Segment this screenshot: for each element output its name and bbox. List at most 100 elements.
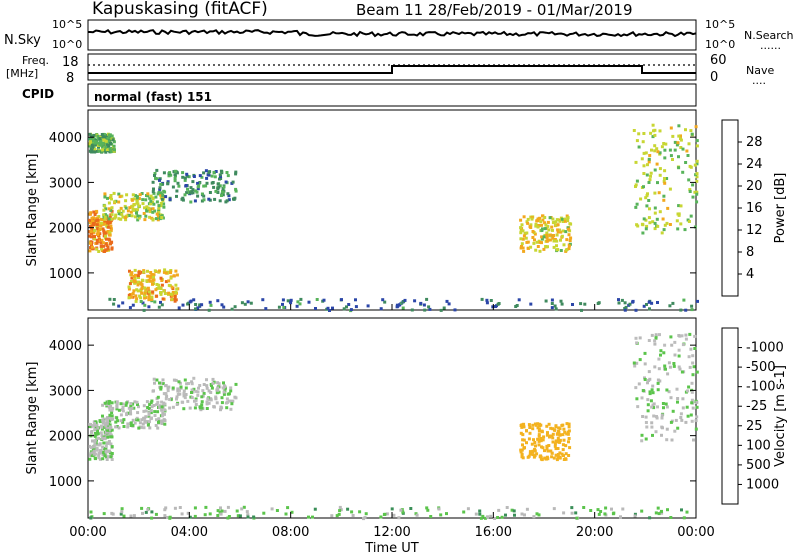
scatter-cell-near-range-band <box>108 297 112 301</box>
scatter-cell-late-high <box>692 438 695 442</box>
scatter-cell-backscatter-c <box>196 393 200 397</box>
scatter-cell-backscatter-c <box>225 406 229 410</box>
scatter-cell-near-range-band <box>207 308 211 312</box>
scatter-cell-backscatter-b <box>125 412 129 416</box>
scatter-cell-backscatter-a <box>94 420 98 424</box>
scatter-cell-backscatter-a <box>104 450 108 454</box>
scatter-cell-late-high <box>669 396 673 400</box>
scatter-cell-evening-streak <box>522 234 526 238</box>
scatter-cell-near-range-band <box>227 515 231 518</box>
scatter-cell-backscatter-b <box>107 207 111 211</box>
scatter-cell-backscatter-b <box>108 413 112 417</box>
scatter-cell-near-range-band <box>442 306 446 310</box>
scatter-cell-far-range-early <box>102 138 106 142</box>
scatter-cell-evening-streak <box>541 438 545 442</box>
scatter-cell-backscatter-c <box>219 177 223 180</box>
scatter-cell-near-range-band <box>497 508 501 512</box>
scatter-cell-late-high <box>648 390 652 394</box>
scatter-cell-late-high <box>648 392 652 396</box>
scatter-cell-late-high <box>688 188 692 192</box>
x-tick-label: 16:00 <box>475 525 512 540</box>
scatter-cell-late-high <box>684 420 688 424</box>
scatter-cell-late-high <box>655 415 658 418</box>
scatter-cell-backscatter-a <box>105 237 108 241</box>
scatter-cell-far-range-early <box>101 142 105 146</box>
scatter-cell-backscatter-b <box>163 408 167 412</box>
scatter-cell-near-range-band <box>537 513 541 517</box>
scatter-cell-late-high <box>642 217 646 221</box>
scatter-cell-late-high <box>651 433 654 437</box>
scatter-cell-near-range-band <box>645 303 648 306</box>
scatter-cell-late-high <box>679 222 683 226</box>
scatter-cell-near-range-band <box>189 299 193 303</box>
scatter-cell-evening-streak <box>531 423 535 427</box>
scatter-cell-near-range-band <box>685 510 689 514</box>
scatter-cell-evening-streak <box>556 436 560 440</box>
scatter-cell-near-range-band <box>425 506 429 510</box>
scatter-cell-late-high <box>663 364 667 368</box>
scatter-cell-evening-streak <box>549 426 553 430</box>
scatter-cell-near-range-band <box>623 308 627 312</box>
scatter-cell-mid-blob <box>159 292 163 296</box>
scatter-cell-evening-streak <box>566 216 570 220</box>
scatter-cell-backscatter-a <box>96 432 100 436</box>
scatter-cell-near-range-band <box>383 300 387 304</box>
scatter-cell-near-range-band <box>479 516 483 520</box>
scatter-cell-near-range-band <box>153 300 157 304</box>
nave-tick-low: 0 <box>710 70 718 85</box>
scatter-cell-late-high <box>636 224 640 228</box>
scatter-cell-late-high <box>649 171 653 175</box>
scatter-cell-backscatter-a <box>93 213 97 217</box>
scatter-cell-late-high <box>679 138 683 142</box>
scatter-cell-evening-streak <box>530 217 534 221</box>
scatter-cell-backscatter-c <box>166 386 170 390</box>
scatter-cell-near-range-band <box>246 300 250 304</box>
scatter-cell-backscatter-c <box>158 187 162 191</box>
scatter-cell-backscatter-c <box>183 396 187 400</box>
scatter-cell-near-range-band <box>222 305 226 309</box>
scatter-cell-late-high <box>693 225 697 229</box>
scatter-cell-late-high <box>637 132 641 136</box>
scatter-cell-near-range-band <box>422 303 426 307</box>
scatter-cell-late-high <box>665 405 669 409</box>
scatter-cell-near-range-band <box>648 300 651 304</box>
scatter-cell-backscatter-c <box>160 182 164 186</box>
nsearch-tick-10-5: 10^5 <box>705 18 735 31</box>
scatter-cell-mid-blob <box>167 279 171 283</box>
scatter-cell-backscatter-b <box>146 423 150 427</box>
scatter-cell-near-range-band <box>466 507 470 511</box>
scatter-cell-near-range-band <box>117 304 121 308</box>
scatter-cell-late-high <box>656 405 659 409</box>
scatter-cell-late-high <box>643 351 647 355</box>
nsearch-tick-10-0: 10^0 <box>705 38 735 51</box>
scatter-cell-late-high <box>679 204 683 208</box>
x-tick-label: 04:00 <box>171 525 208 540</box>
scatter-cell-backscatter-b <box>126 209 130 213</box>
scatter-cell-backscatter-a <box>105 224 109 228</box>
scatter-cell-late-high <box>659 353 662 357</box>
scatter-cell-evening-streak <box>552 456 556 460</box>
scatter-cell-backscatter-c <box>221 386 225 390</box>
scatter-cell-mid-blob <box>151 290 155 294</box>
scatter-cell-near-range-band <box>264 307 268 311</box>
scatter-cell-late-high <box>672 362 676 365</box>
scatter-cell-evening-streak <box>567 233 571 237</box>
scatter-cell-backscatter-a <box>96 227 100 231</box>
scatter-cell-backscatter-a <box>106 221 110 225</box>
scatter-cell-backscatter-c <box>153 172 157 175</box>
scatter-cell-late-high <box>654 333 658 337</box>
scatter-cell-mid-blob <box>140 278 144 282</box>
scatter-cell-mid-blob <box>153 269 157 273</box>
scatter-cell-late-high <box>688 332 692 336</box>
scatter-cell-backscatter-b <box>154 217 158 221</box>
scatter-cell-evening-streak <box>556 440 560 444</box>
scatter-cell-backscatter-b <box>117 192 121 196</box>
scatter-cell-near-range-band <box>395 303 399 307</box>
scatter-cell-far-range-early <box>113 148 116 152</box>
scatter-cell-late-high <box>640 439 644 443</box>
scatter-cell-backscatter-a <box>89 240 93 244</box>
scatter-cell-late-high <box>693 347 697 350</box>
scatter-cell-near-range-band <box>226 505 230 509</box>
scatter-cell-late-high <box>637 382 641 386</box>
scatter-cell-evening-streak <box>520 448 524 452</box>
